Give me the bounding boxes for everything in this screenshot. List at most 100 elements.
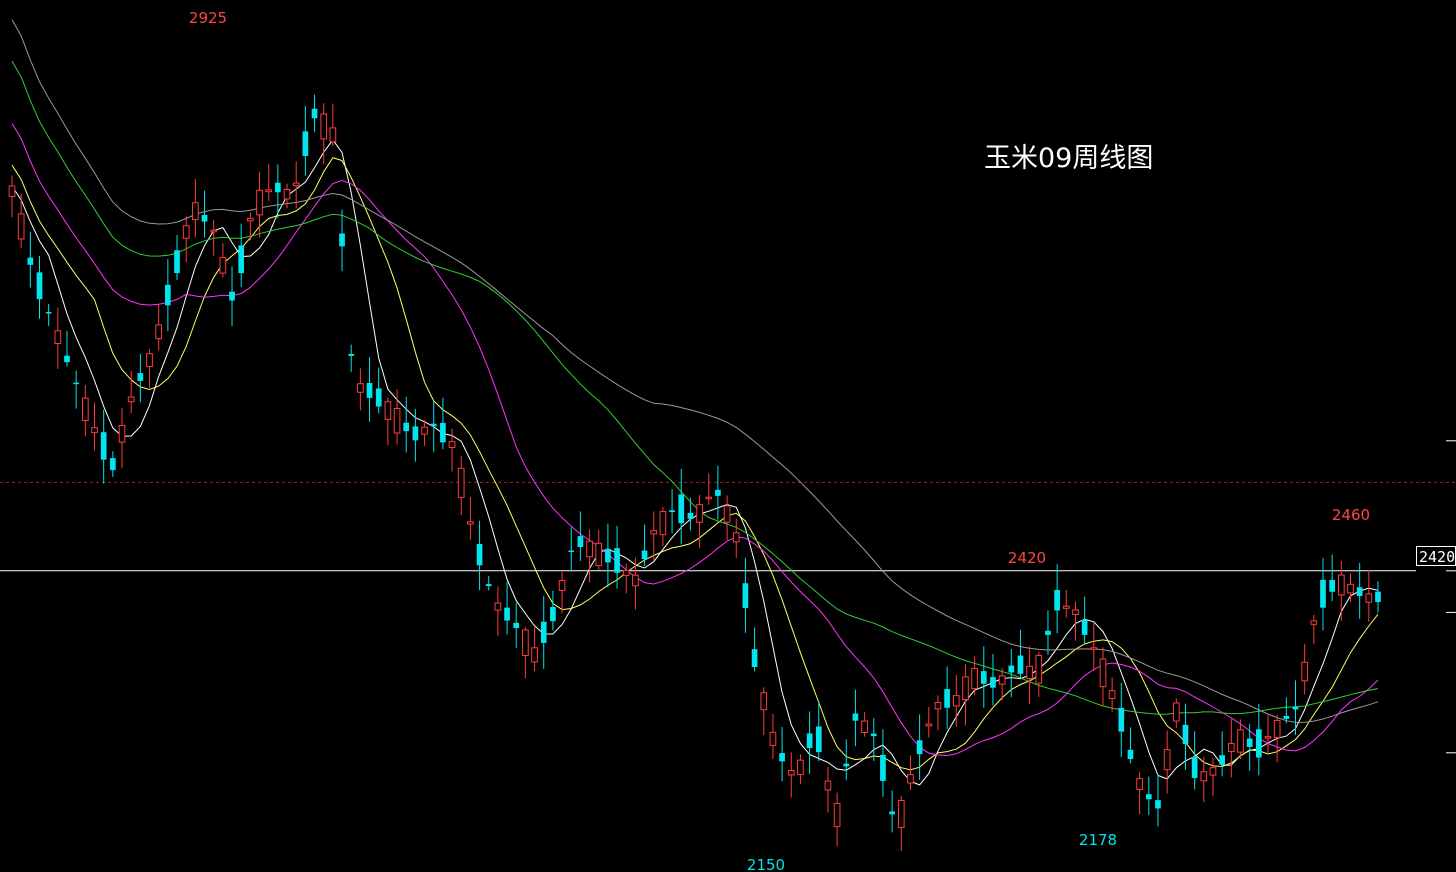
candle-body-down: [73, 382, 80, 385]
candle-body-up: [329, 127, 337, 143]
candle-body-up: [1200, 771, 1208, 782]
candle-body-down: [641, 550, 648, 560]
candle-body-up: [421, 426, 428, 435]
candle-body-up: [457, 467, 465, 498]
annotation-high-2925: 2925: [189, 9, 227, 27]
candle-body-down: [1375, 591, 1381, 602]
candle-body-up: [1301, 661, 1308, 682]
candle-body-down: [110, 458, 116, 471]
candle-body-up: [797, 759, 804, 775]
ma-line-ma20: [11, 123, 1379, 757]
candle-body-up: [292, 182, 300, 187]
candle-body-up: [357, 383, 364, 393]
candle-body-down: [687, 512, 694, 519]
annotation-low-2178: 2178: [1079, 831, 1117, 849]
candle-body-up: [723, 505, 731, 523]
candle-body-down: [980, 671, 987, 684]
annotation-high-2420: 2420: [1008, 549, 1046, 567]
candle-body-down: [1292, 706, 1299, 710]
candle-body-down: [568, 550, 575, 553]
current-price-box: 2420: [1416, 546, 1456, 566]
candle-body-down: [1118, 707, 1125, 732]
candle-body-down: [100, 432, 107, 460]
candle-body-down: [550, 606, 556, 622]
candle-body-down: [45, 312, 52, 314]
ma-line-ma60: [11, 19, 1379, 723]
candle-body-down: [302, 131, 309, 157]
candle-body-up: [769, 731, 777, 746]
candle-body-up: [971, 667, 978, 690]
candle-body-down: [27, 257, 34, 265]
candle-body-up: [787, 770, 795, 776]
candle-body-down: [889, 811, 895, 815]
candle-body-down: [476, 543, 483, 566]
candle-body-down: [366, 382, 373, 398]
candle-body-up: [1026, 665, 1033, 680]
candle-body-up: [182, 225, 190, 239]
candle-body-down: [440, 422, 446, 443]
candle-body-up: [650, 530, 658, 535]
candle-body-down: [36, 272, 43, 300]
candle-body-down: [1191, 756, 1198, 778]
annotation-low-2150: 2150: [747, 856, 785, 872]
candle-body-down: [1182, 724, 1189, 744]
candle-body-down: [348, 353, 355, 356]
candle-body-up: [962, 676, 969, 701]
ma-line-ma40: [11, 60, 1379, 715]
candle-body-up: [632, 574, 639, 587]
candle-body-up: [558, 580, 566, 592]
candle-body-up: [448, 441, 456, 449]
candle-body-down: [1255, 729, 1262, 758]
candle-body-down: [715, 489, 721, 496]
candle-body-up: [1172, 702, 1180, 722]
candle-body-down: [165, 284, 171, 306]
candle-body-up: [320, 113, 328, 140]
candle-body-up: [54, 330, 62, 345]
candle-body-up: [925, 723, 933, 727]
candle-body-down: [1017, 655, 1024, 674]
chart-title: 玉米09周线图: [984, 143, 1154, 174]
candle-body-up: [696, 504, 703, 523]
candle-body-up: [531, 647, 538, 663]
candle-body-up: [1209, 767, 1217, 776]
candle-body-down: [64, 355, 70, 363]
candle-body-down: [852, 713, 859, 721]
candle-body-down: [1054, 589, 1060, 611]
candle-body-down: [1155, 800, 1161, 809]
ma-line-ma10: [11, 157, 1379, 771]
candle-body-down: [815, 726, 822, 753]
candle-body-down: [1246, 738, 1253, 747]
candle-body-up: [393, 407, 401, 434]
candle-body-down: [485, 584, 492, 587]
candle-body-up: [732, 532, 740, 543]
candle-body-up: [265, 189, 273, 193]
candle-body-down: [1219, 755, 1225, 765]
candle-body-up: [210, 229, 218, 233]
candle-body-down: [870, 733, 877, 737]
candle-body-up: [118, 424, 126, 443]
candle-body-up: [8, 185, 16, 197]
candle-body-up: [1163, 749, 1171, 771]
candle-body-up: [384, 401, 392, 420]
candle-body-up: [907, 774, 914, 784]
candle-body-down: [1145, 794, 1152, 800]
candle-body-up: [760, 692, 768, 711]
candle-body-down: [137, 373, 144, 381]
candle-body-up: [146, 353, 153, 368]
candle-body-down: [412, 426, 419, 441]
candle-body-down: [1045, 630, 1051, 635]
candle-body-up: [659, 511, 667, 536]
candle-body-up: [1310, 620, 1318, 625]
candle-body-down: [605, 548, 611, 563]
candle-body-up: [1108, 690, 1116, 699]
candle-body-up: [522, 629, 529, 657]
candle-body-up: [1090, 647, 1098, 650]
candle-body-up: [192, 202, 199, 221]
candle-body-up: [91, 427, 98, 434]
candle-body-down: [1008, 665, 1015, 673]
candle-body-down: [678, 494, 685, 524]
candle-body-up: [586, 540, 593, 558]
candle-body-up: [1237, 729, 1244, 753]
candle-body-up: [833, 802, 841, 828]
